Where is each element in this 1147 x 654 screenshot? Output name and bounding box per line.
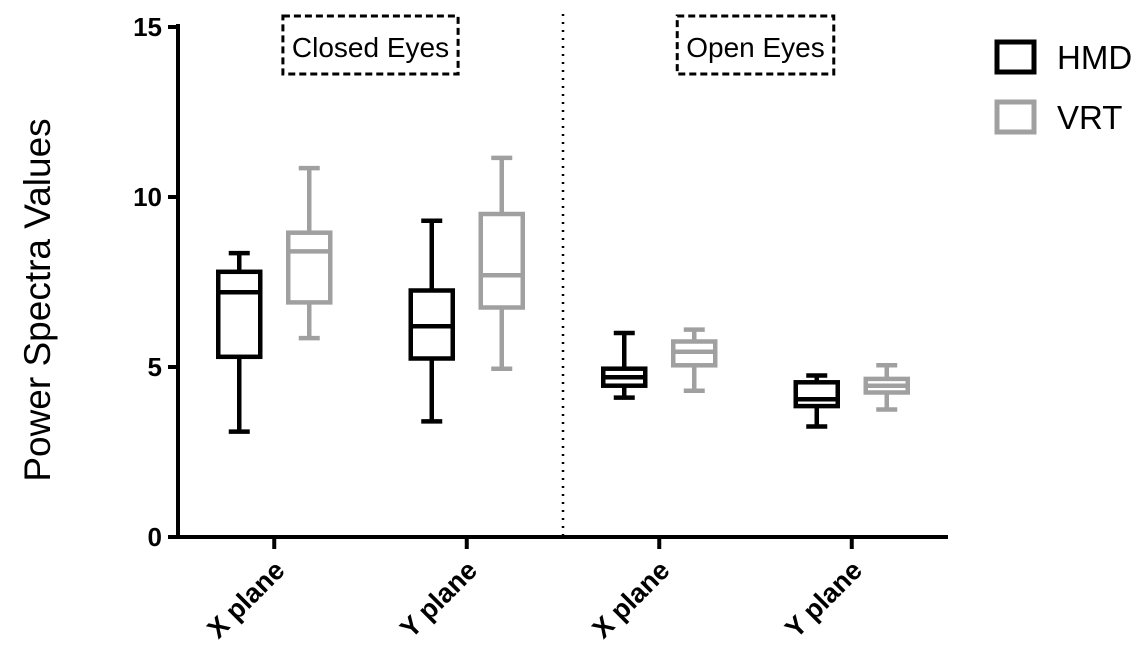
group-labels: Closed Eyes Open Eyes [283,16,834,74]
y-axis-title: Power Spectra Values [17,118,58,481]
box-vrt [288,168,330,338]
y-tick-label: 10 [133,182,162,212]
box-iqr [218,272,260,357]
legend-swatch-vrt [997,102,1034,132]
x-tick-label: X plane [201,555,290,644]
box-vrt [866,365,908,409]
x-tick-label: Y plane [779,555,868,644]
x-tick-labels: X plane Y plane X plane Y plane [201,555,868,644]
group-label: Closed Eyes [292,32,449,63]
box-vrt [673,330,715,391]
box-hmd [603,333,645,398]
legend: HMD VRT [997,39,1132,136]
legend-label: VRT [1057,99,1122,136]
axes: 0 5 10 15 [133,12,948,552]
box-hmd [218,253,260,432]
box-iqr [481,214,523,308]
legend-label: HMD [1057,39,1132,76]
legend-swatch-hmd [997,42,1034,72]
y-tick-label: 15 [133,12,162,42]
box-hmd [411,221,453,422]
y-tick-label: 0 [148,522,162,552]
box-iqr [796,382,838,406]
group-label: Open Eyes [686,32,825,63]
x-tick-label: Y plane [394,555,483,644]
box-vrt [481,158,523,369]
box-hmd [796,376,838,427]
box-iqr [288,233,330,303]
y-tick-label: 5 [148,352,162,382]
x-tick-label: X plane [586,555,675,644]
